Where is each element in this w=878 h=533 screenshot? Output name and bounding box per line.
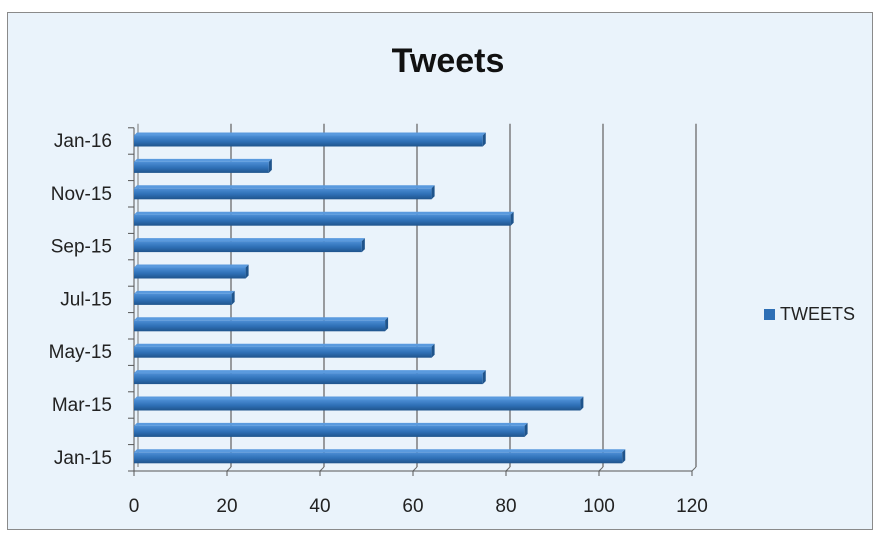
bar-front-face <box>134 241 362 253</box>
x-tick-label: 80 <box>495 496 516 517</box>
x-tick-label: 20 <box>216 496 237 517</box>
bar-front-face <box>134 425 525 437</box>
y-tick-label: Nov-15 <box>51 184 112 205</box>
y-tick-label: Jul-15 <box>60 289 112 310</box>
chart-area: Tweets Jan-15 Mar-15 May-15 Jul-15 Sep-15 Nov… <box>7 12 873 530</box>
bar-top-face <box>134 396 584 400</box>
bar-front-face <box>134 452 623 464</box>
gridline-floor <box>598 466 604 472</box>
bar-end-face <box>510 211 514 226</box>
bar <box>134 422 528 437</box>
x-tick-label: 0 <box>129 496 140 517</box>
gridline-floor <box>226 466 232 472</box>
bar-top-face <box>134 238 365 242</box>
bar-top-face <box>134 132 486 136</box>
gridline-floor <box>412 466 418 472</box>
bar-front-face <box>134 346 432 358</box>
x-tick-label: 40 <box>309 496 330 517</box>
bar-top-face <box>134 185 435 189</box>
bar-end-face <box>482 132 486 147</box>
bar-end-face <box>361 238 365 253</box>
bar-end-face <box>231 290 235 305</box>
bar-top-face <box>134 211 514 215</box>
bar-top-face <box>134 422 528 426</box>
bar-end-face <box>268 158 272 173</box>
legend: TWEETS <box>764 304 855 324</box>
bar-chart: Tweets Jan-15 Mar-15 May-15 Jul-15 Sep-15 Nov… <box>49 42 855 517</box>
bar-front-face <box>134 399 581 411</box>
legend-label: TWEETS <box>780 304 855 324</box>
bar <box>134 185 435 200</box>
bar-front-face <box>134 161 269 173</box>
bar-front-face <box>134 267 246 279</box>
bar <box>134 211 514 226</box>
bar <box>134 317 389 332</box>
bar-end-face <box>622 449 626 464</box>
y-tick-label: Mar-15 <box>52 395 112 416</box>
value-tick-labels: 0 20 40 60 80 100 120 <box>129 496 708 517</box>
bar-end-face <box>524 422 528 437</box>
bar <box>134 132 486 147</box>
gridline-floor <box>319 466 325 472</box>
bar-top-face <box>134 370 486 374</box>
bar-front-face <box>134 188 432 200</box>
y-tick-label: Jan-16 <box>54 131 112 152</box>
bar-end-face <box>431 185 435 200</box>
category-tick-labels: Jan-15 Mar-15 May-15 Jul-15 Sep-15 Nov-15 Jan-… <box>49 131 112 469</box>
chart-title: Tweets <box>392 42 505 80</box>
bar-top-face <box>134 264 249 268</box>
x-tick-label: 60 <box>402 496 423 517</box>
bar-front-face <box>134 373 483 385</box>
y-tick-label: Sep-15 <box>51 237 112 258</box>
x-tick-label: 100 <box>583 496 615 517</box>
bar-end-face <box>580 396 584 411</box>
gridlines <box>226 123 697 472</box>
bar-front-face <box>134 293 232 305</box>
bar-end-face <box>482 370 486 385</box>
bars <box>134 132 626 464</box>
y-tick-label: Jan-15 <box>54 448 112 469</box>
bar-top-face <box>134 290 235 294</box>
bar <box>134 449 626 464</box>
y-tick-label: May-15 <box>49 342 112 363</box>
gridline-floor <box>691 466 697 472</box>
bar <box>134 396 584 411</box>
bar <box>134 290 235 305</box>
bar-end-face <box>245 264 249 279</box>
x-tick-label: 120 <box>676 496 708 517</box>
gridline-floor <box>505 466 511 472</box>
bar-front-face <box>134 214 511 226</box>
bar-front-face <box>134 135 483 147</box>
bar-end-face <box>431 343 435 358</box>
bar-end-face <box>385 317 389 332</box>
bar <box>134 238 365 253</box>
bar <box>134 370 486 385</box>
bar-top-face <box>134 343 435 347</box>
bar <box>134 343 435 358</box>
bar-top-face <box>134 317 389 321</box>
bar-front-face <box>134 320 386 332</box>
bar <box>134 264 249 279</box>
bar <box>134 158 272 173</box>
bar-top-face <box>134 158 272 162</box>
bar-top-face <box>134 449 626 453</box>
legend-swatch <box>764 309 775 320</box>
